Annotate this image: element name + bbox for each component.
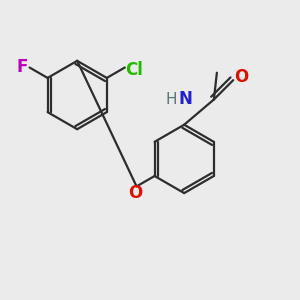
Text: N: N — [179, 91, 193, 109]
Text: O: O — [128, 184, 142, 202]
Text: O: O — [234, 68, 249, 86]
Text: Cl: Cl — [125, 61, 143, 79]
Text: F: F — [16, 58, 28, 76]
Text: H: H — [165, 92, 177, 107]
